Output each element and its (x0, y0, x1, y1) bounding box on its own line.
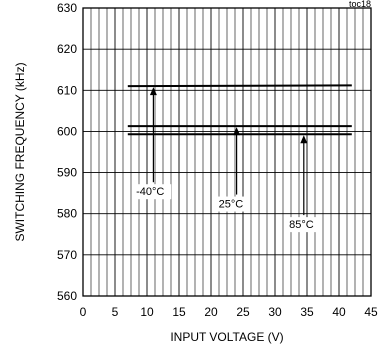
annotation-arrowhead (233, 127, 241, 136)
x-tick-label: 10 (140, 305, 154, 319)
series-lines (127, 84, 352, 136)
y-tick-label: 570 (57, 248, 77, 262)
y-tick-label: 590 (57, 166, 77, 180)
y-tick-label: 630 (57, 1, 77, 15)
x-axis-label: INPUT VOLTAGE (V) (170, 330, 283, 344)
annotation-background (286, 217, 318, 233)
x-tick-label: 25 (236, 305, 250, 319)
annotation-label: -40°C (136, 186, 164, 198)
annotation-label: 85°C (289, 219, 314, 231)
y-tick-label: 620 (57, 42, 77, 56)
y-tick-label: 610 (57, 83, 77, 97)
annotation-background (215, 196, 248, 212)
y-axis-label: SWITCHING FREQUENCY (kHz) (13, 62, 27, 241)
x-tick-label: 0 (80, 305, 87, 319)
x-tick-label: 35 (300, 305, 314, 319)
x-tick-label: 30 (268, 305, 282, 319)
annotations: -40°C 25°C 85°C (133, 87, 318, 233)
x-tick-label: 20 (204, 305, 218, 319)
x-tick-label: 15 (172, 305, 186, 319)
annotation-arrowhead (300, 135, 308, 144)
annotation-background (133, 184, 172, 200)
annotation-arrowhead (149, 87, 157, 96)
annotation-label: 25°C (219, 199, 244, 211)
grid (83, 8, 371, 296)
y-tick-labels: 560 570 580 590 600 610 620 630 (57, 1, 77, 303)
plot-frame (82, 7, 372, 297)
series-line (127, 84, 352, 88)
y-tick-label: 600 (57, 124, 77, 138)
y-tick-label: 560 (57, 289, 77, 303)
x-tick-label: 45 (364, 305, 378, 319)
x-tick-label: 40 (332, 305, 346, 319)
x-tick-labels: 0 5 10 15 20 25 30 35 40 45 (80, 305, 378, 319)
x-tick-label: 5 (112, 305, 119, 319)
figure-tag: toc18 (349, 0, 371, 9)
y-tick-label: 580 (57, 207, 77, 221)
